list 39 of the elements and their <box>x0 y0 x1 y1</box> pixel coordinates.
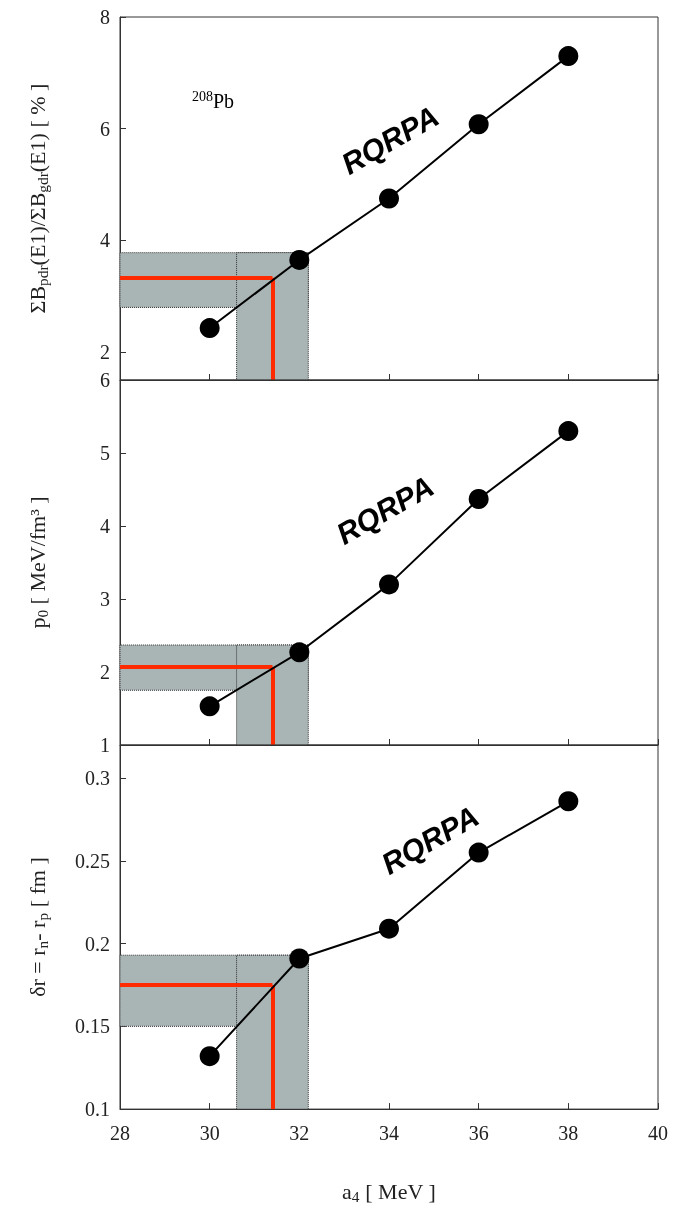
point <box>379 918 399 939</box>
point <box>558 421 579 442</box>
x-tick-label: 36 <box>468 1122 489 1145</box>
y-tick-label: 2 <box>100 341 110 364</box>
y-tick-label: 5 <box>100 442 110 464</box>
y-tick-label: 0.3 <box>85 767 110 790</box>
x-tick-label: 34 <box>379 1122 399 1145</box>
point <box>468 488 489 509</box>
y-axis-title: p0 [ MeV/fm³ ] <box>25 496 51 629</box>
point <box>199 318 220 339</box>
y-tick-label: 0.15 <box>75 1015 110 1038</box>
x-tick-label: 38 <box>558 1122 579 1145</box>
x-tick-label: 40 <box>648 1122 668 1145</box>
y-tick-label: 2 <box>100 661 110 683</box>
y-axis-title: δr = rn- rp [ fm ] <box>25 857 51 997</box>
y-tick-label: 6 <box>100 117 110 140</box>
y-tick-label: 1 <box>100 734 110 756</box>
point <box>468 114 489 135</box>
x-tick-label: 30 <box>199 1122 220 1145</box>
y-tick-label: 6 <box>100 369 110 391</box>
y-tick-label: 8 <box>100 6 110 28</box>
x-tick-label: 28 <box>110 1122 130 1145</box>
point <box>558 46 579 67</box>
y-tick-label: 3 <box>100 588 110 610</box>
point <box>289 249 310 270</box>
x-tick-label: 32 <box>289 1122 310 1145</box>
y-tick-label: 4 <box>100 229 110 252</box>
y-tick-label: 0.2 <box>85 932 110 955</box>
point <box>289 948 310 969</box>
point <box>199 696 220 717</box>
y-tick-label: 0.25 <box>75 849 110 872</box>
point <box>558 791 579 812</box>
point <box>379 574 399 595</box>
point <box>289 642 310 663</box>
y-axis-title: ΣBpdr(E1)/ΣBgdr(E1) [ % ] <box>25 83 51 314</box>
y-tick-label: 4 <box>100 515 110 537</box>
point <box>379 188 399 209</box>
point <box>199 1046 220 1067</box>
y-tick-label: 0.1 <box>85 1098 110 1121</box>
